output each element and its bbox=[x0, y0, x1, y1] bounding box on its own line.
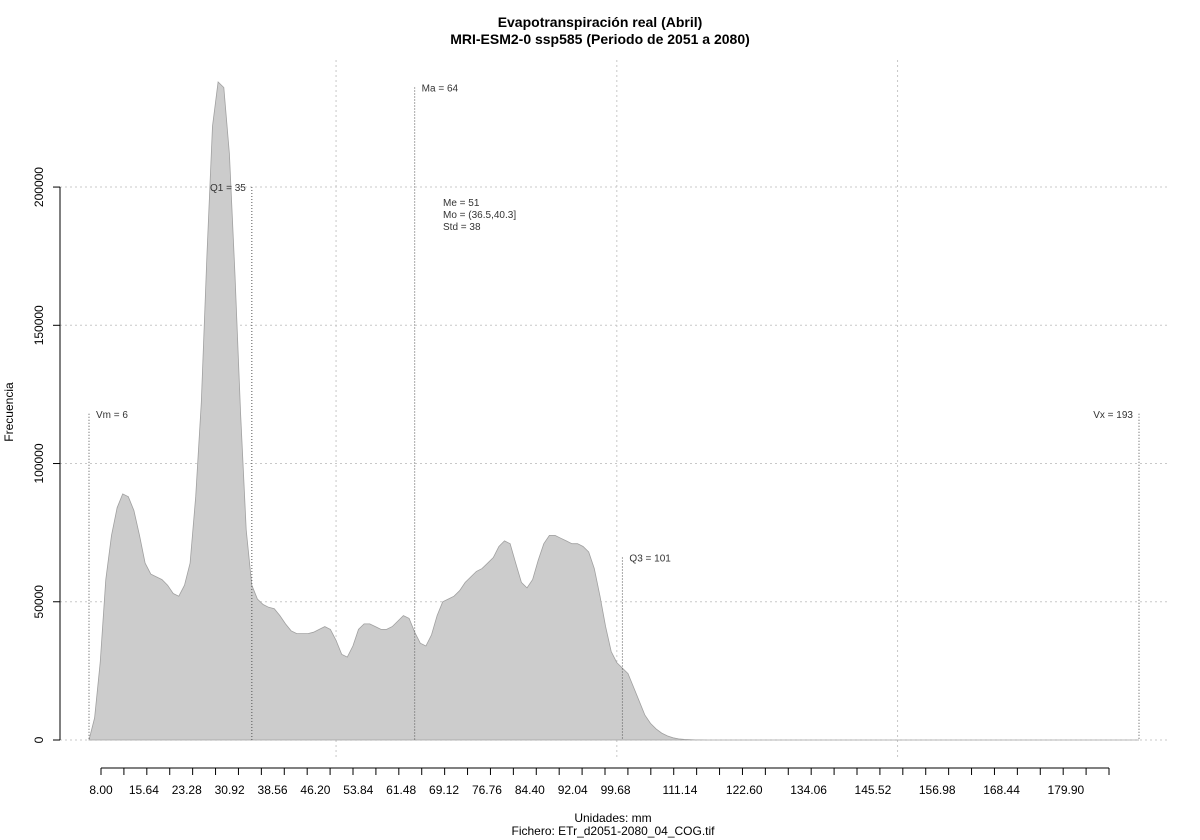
reference-label: Ma = 64 bbox=[422, 84, 459, 95]
x-tick-label: 84.40 bbox=[515, 783, 545, 797]
x-tick-label: 46.20 bbox=[300, 783, 330, 797]
x-tick-label: 53.84 bbox=[343, 783, 373, 797]
x-tick-label: 61.48 bbox=[386, 783, 416, 797]
x-tick-label: 92.04 bbox=[558, 783, 588, 797]
x-tick-label: 134.06 bbox=[790, 783, 827, 797]
y-axis: 0 50000 100000 150000 200000 bbox=[32, 167, 61, 743]
stats-box: Me = 51 Mo = (36.5,40.3] Std = 38 bbox=[443, 198, 516, 233]
x-tick-label: 69.12 bbox=[429, 783, 459, 797]
chart-subtitle: MRI-ESM2-0 ssp585 (Periodo de 2051 a 208… bbox=[450, 31, 750, 47]
x-tick-label: 99.68 bbox=[601, 783, 631, 797]
y-tick-label: 0 bbox=[32, 736, 46, 743]
reference-label: Vx = 193 bbox=[1093, 410, 1133, 421]
x-tick-label: 156.98 bbox=[919, 783, 956, 797]
frequency-area bbox=[88, 81, 1139, 741]
x-tick-label: 168.44 bbox=[983, 783, 1020, 797]
y-tick-label: 150000 bbox=[32, 305, 46, 345]
x-tick-label: 179.90 bbox=[1048, 783, 1085, 797]
x-tick-label: 122.60 bbox=[726, 783, 763, 797]
x-axis-label: Unidades: mm bbox=[574, 811, 651, 825]
file-footer: Fichero: ETr_d2051-2080_04_COG.tif bbox=[512, 824, 716, 838]
stat-mode: Mo = (36.5,40.3] bbox=[443, 210, 516, 221]
chart-title: Evapotranspiración real (Abril) bbox=[498, 14, 703, 30]
x-tick-label: 23.28 bbox=[172, 783, 202, 797]
x-tick-label: 8.00 bbox=[89, 783, 113, 797]
reference-lines: Vm = 6 Q1 = 35 Ma = 64 Q3 = 101 Vx = 193 bbox=[88, 84, 1140, 740]
stat-std: Std = 38 bbox=[443, 222, 481, 233]
x-tick-label: 145.52 bbox=[855, 783, 892, 797]
x-tick-label: 76.76 bbox=[472, 783, 502, 797]
x-tick-label: 111.14 bbox=[662, 783, 697, 797]
x-axis: 8.00 15.64 23.28 30.92 38.56 46.20 53.84 61.48 6… bbox=[89, 767, 1110, 797]
reference-label: Q3 = 101 bbox=[629, 554, 671, 565]
x-tick-label: 30.92 bbox=[215, 783, 245, 797]
x-tick-label: 38.56 bbox=[258, 783, 288, 797]
x-tick-label: 15.64 bbox=[129, 783, 159, 797]
stat-median: Me = 51 bbox=[443, 198, 480, 209]
reference-label: Q1 = 35 bbox=[210, 183, 246, 194]
reference-label: Vm = 6 bbox=[96, 410, 128, 421]
y-tick-label: 200000 bbox=[32, 167, 46, 207]
y-tick-label: 50000 bbox=[32, 585, 46, 619]
y-tick-label: 100000 bbox=[32, 443, 46, 483]
y-axis-label: Frecuencia bbox=[2, 382, 16, 442]
